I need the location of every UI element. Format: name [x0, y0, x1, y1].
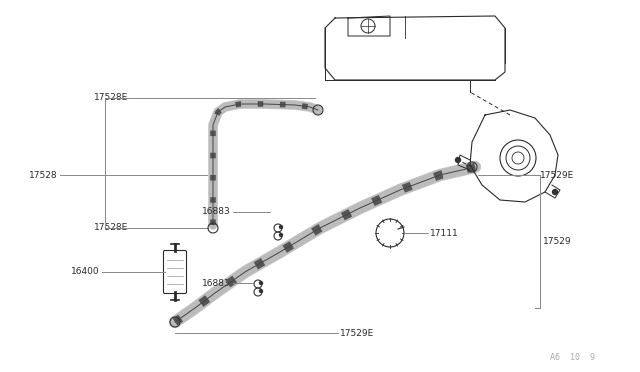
Text: A6  10  9: A6 10 9	[550, 353, 595, 362]
Text: 16400: 16400	[72, 267, 100, 276]
Text: 17528E: 17528E	[93, 224, 128, 232]
Text: 17529E: 17529E	[340, 328, 374, 337]
Text: 16883: 16883	[202, 279, 231, 288]
Circle shape	[552, 189, 557, 195]
Text: 17111: 17111	[430, 228, 459, 237]
Circle shape	[280, 225, 282, 228]
Text: 17528E: 17528E	[93, 93, 128, 103]
Circle shape	[259, 289, 262, 292]
Text: 17529E: 17529E	[540, 170, 574, 180]
Text: 16883: 16883	[202, 208, 231, 217]
Text: 17528: 17528	[29, 170, 58, 180]
Text: 17529: 17529	[543, 237, 572, 246]
Circle shape	[456, 157, 461, 163]
Circle shape	[280, 234, 282, 237]
Circle shape	[259, 282, 262, 285]
